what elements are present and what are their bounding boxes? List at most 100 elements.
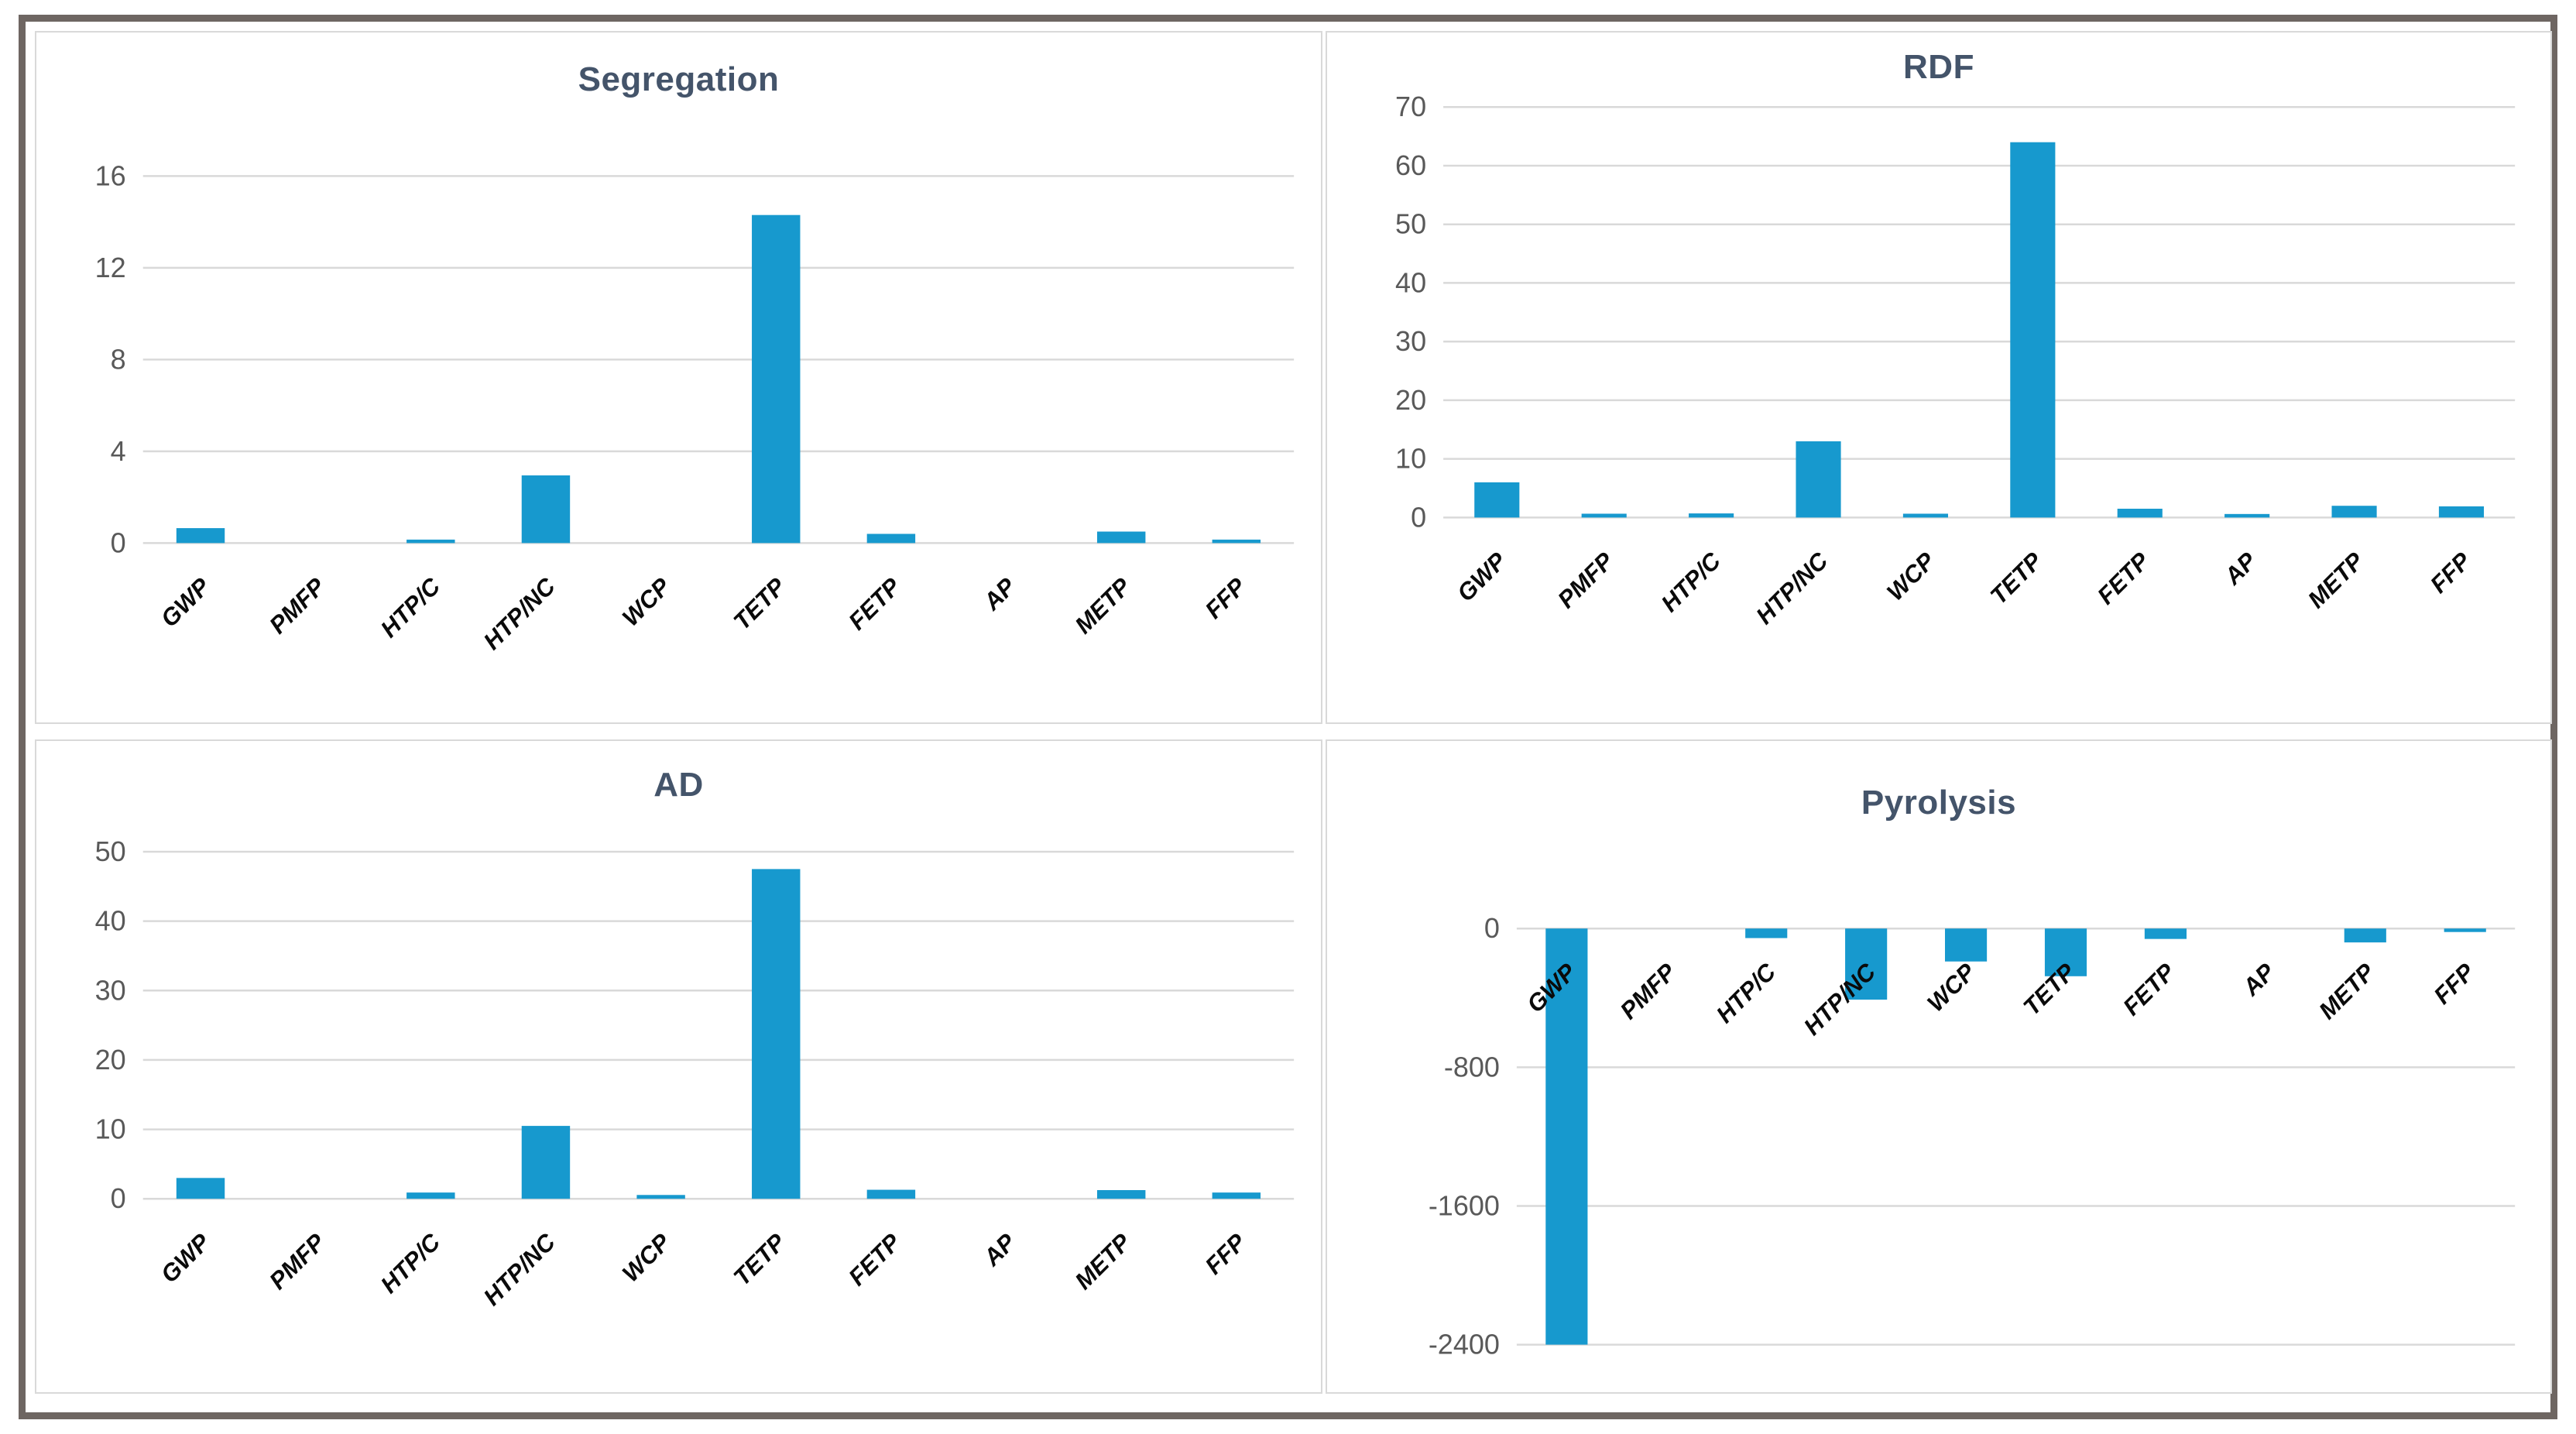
chart-svg-rdf: 0 10 20 30 40 50 60 70 GWP PMFP HTP/C HTP/NC WCP TETP… [1395,91,2516,630]
chart-title-segregation: Segregation [578,60,780,98]
y-tick-label: 60 [1395,149,1426,181]
chart-panel-pyrolysis: Pyrolysis 0 -800 -1600 -2400 GWP PMFP HTP/C HTP… [1326,739,2552,1394]
y-tick-label: 4 [111,435,126,467]
charts-frame: Segregation 0 4 8 12 16 GWP PMFP HTP/C HTP/NC WCP… [19,15,2557,1419]
chart-title-ad: AD [653,766,704,804]
category-label: WCP [1922,958,1981,1017]
category-label: AP [2237,958,2280,1001]
y-tick-label: -1600 [1429,1189,1500,1221]
y-tick-label: 50 [95,835,126,867]
category-label: FETP [2118,958,2180,1021]
chart-panel-ad: AD 0 10 20 30 40 50 GWP PMFP HTP/C HTP/NC WCP TETP F… [35,739,1322,1394]
category-label: AP [2218,547,2262,590]
category-label: FFP [1200,1228,1251,1279]
category-label: METP [2314,958,2380,1024]
chart-panel-segregation: Segregation 0 4 8 12 16 GWP PMFP HTP/C HTP/NC WCP… [35,31,1322,724]
category-label: PMFP [1615,958,1682,1024]
bar-metp [1096,531,1146,544]
category-label: TETP [1985,547,2048,609]
bar-wcp [1945,928,1988,962]
y-tick-label: 0 [111,1182,126,1214]
y-tick-label: 0 [111,527,126,558]
bar-htp-c [406,1192,455,1199]
y-tick-label: 16 [95,160,126,191]
y-tick-label: 12 [95,252,126,283]
category-label: HTP/C [376,572,446,643]
bar-gwp [176,528,225,544]
y-tick-label: 40 [95,905,126,937]
category-label: HTP/C [1656,547,1727,617]
bar-htp-c [1689,513,1734,518]
category-label: PMFP [264,572,331,639]
category-label: TETP [728,572,791,635]
chart-svg-ad: 0 10 20 30 40 50 GWP PMFP HTP/C HTP/NC WCP TETP FETP… [95,835,1295,1311]
bar-gwp [1545,928,1588,1345]
category-label: FFP [2425,547,2476,598]
bar-htp-nc [521,475,571,544]
bar-htp-c [406,539,455,544]
bar-pmfp [1581,513,1627,518]
chart-panel-rdf: RDF 0 10 20 30 40 50 60 70 GWP PMFP HTP/C HTP/NC WCP… [1326,31,2552,724]
bar-gwp [176,1178,225,1199]
category-label: GWP [156,572,215,632]
category-label: AP [978,1228,1021,1271]
category-label: METP [2303,547,2369,613]
y-tick-label: 10 [1395,443,1426,475]
category-label: WCP [617,572,676,631]
y-tick-label: 20 [95,1044,126,1076]
y-tick-label: 70 [1395,91,1426,122]
bar-fetp [2117,509,2163,518]
bar-wcp [1902,513,1949,518]
category-label: TETP [728,1228,791,1291]
bar-ffp [1212,539,1261,544]
y-tick-label: -2400 [1429,1329,1500,1360]
y-tick-label: -800 [1444,1051,1500,1082]
category-label: AP [978,572,1021,616]
y-tick-label: 40 [1395,266,1426,298]
bar-wcp [636,1195,685,1199]
bar-metp [2331,506,2377,518]
category-label: PMFP [1552,547,1619,613]
y-tick-label: 30 [1395,325,1426,357]
bar-htp-nc [521,1126,571,1199]
y-tick-label: 10 [95,1113,126,1145]
category-label: FFP [1200,572,1251,623]
category-label: HTP/NC [478,572,561,655]
bar-htp-nc [1845,928,1888,1000]
bar-tetp [2044,928,2087,976]
y-tick-label: 30 [95,974,126,1006]
category-label: GWP [156,1228,215,1288]
y-tick-label: 20 [1395,384,1426,416]
category-label: GWP [1452,547,1511,606]
bar-tetp [752,214,801,544]
chart-svg-segregation: 0 4 8 12 16 GWP PMFP HTP/C HTP/NC WCP TETP FETP AP ME… [95,160,1295,655]
y-tick-label: 50 [1395,208,1426,240]
bar-tetp [2010,142,2056,518]
bar-ffp [2438,506,2485,518]
y-tick-label: 8 [111,343,126,375]
y-tick-label: 0 [1411,501,1426,533]
category-label: FETP [843,572,906,635]
bar-htp-c [1745,928,1788,938]
category-label: FETP [843,1228,906,1291]
bar-tetp [752,869,801,1199]
chart-title-pyrolysis: Pyrolysis [1861,784,2017,822]
bar-metp [1096,1190,1146,1199]
category-label: METP [1069,1228,1136,1295]
bar-ap [2224,513,2270,518]
category-label: METP [1069,572,1136,639]
bar-ffp [2444,928,2486,932]
bar-fetp [2144,928,2187,939]
bar-fetp [866,1189,916,1199]
y-tick-label: 0 [1484,912,1500,944]
category-label: HTP/NC [478,1228,561,1311]
category-label: FETP [2092,547,2155,609]
bar-htp-nc [1796,441,1841,518]
category-label: HTP/C [376,1228,446,1298]
category-label: HTP/C [1711,958,1782,1028]
bar-ffp [1212,1192,1261,1199]
category-label: FFP [2429,958,2480,1009]
category-label: HTP/NC [1751,547,1833,630]
